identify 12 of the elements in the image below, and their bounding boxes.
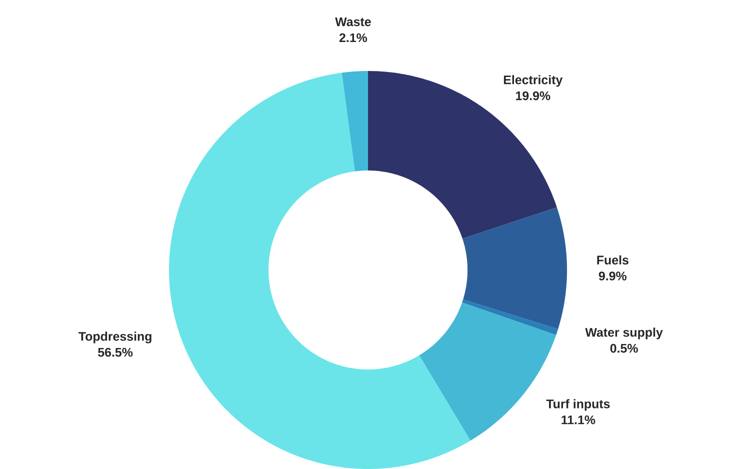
slice-label: Electricity xyxy=(504,75,563,87)
slice-label: Turf inputs xyxy=(546,399,610,411)
data-label: 9.9% xyxy=(598,272,627,280)
data-label: 0.5% xyxy=(610,344,638,353)
slice-label: Topdressing xyxy=(78,332,152,344)
data-label: 2.1% xyxy=(339,33,368,42)
slice-label: Waste xyxy=(335,18,371,26)
slice-label: Water supply xyxy=(585,328,663,340)
slice-label: Fuels xyxy=(597,255,628,264)
data-label: 56.5% xyxy=(98,348,133,357)
data-label: 11.1% xyxy=(562,415,596,424)
data-label: 19.9% xyxy=(516,91,550,100)
